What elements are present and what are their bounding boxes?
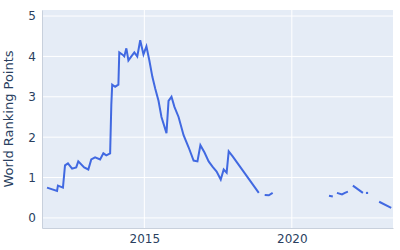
tick: 2020	[277, 228, 308, 246]
tick: 0	[28, 211, 42, 225]
tick-label: 2015	[130, 232, 161, 246]
tick-label: 2	[28, 131, 36, 145]
tick-label: 5	[28, 9, 36, 23]
y-axis-title: World Ranking Points	[1, 50, 16, 187]
x-axis: 2015 2020	[43, 228, 394, 246]
tick-label: 4	[28, 50, 36, 64]
tick: 3	[28, 90, 42, 104]
y-axis: 0 1 2 3 4 5	[28, 9, 42, 228]
tick: 2	[28, 131, 42, 145]
tick: 2015	[130, 228, 161, 246]
grid-line	[144, 10, 145, 228]
plot-background	[42, 10, 393, 228]
grid	[42, 10, 393, 228]
grid-line	[42, 16, 393, 17]
grid-line	[42, 217, 393, 218]
chart: 2015 2020 0 1 2 3 4 5 World Ranking Points	[0, 0, 400, 250]
tick: 1	[28, 171, 42, 185]
grid-line	[42, 96, 393, 97]
axis-line	[42, 11, 43, 229]
tick-label: 2020	[277, 232, 308, 246]
plot-area	[47, 40, 391, 208]
tick: 4	[28, 50, 42, 64]
grid-line	[42, 177, 393, 178]
tick-label: 0	[28, 211, 36, 225]
grid-line	[291, 10, 292, 228]
point	[366, 192, 368, 194]
line	[47, 40, 391, 208]
grid-line	[42, 56, 393, 57]
tick: 5	[28, 9, 42, 23]
axis-line	[43, 228, 394, 229]
tick-label: 1	[28, 171, 36, 185]
grid-line	[42, 137, 393, 138]
tick-label: 3	[28, 90, 36, 104]
